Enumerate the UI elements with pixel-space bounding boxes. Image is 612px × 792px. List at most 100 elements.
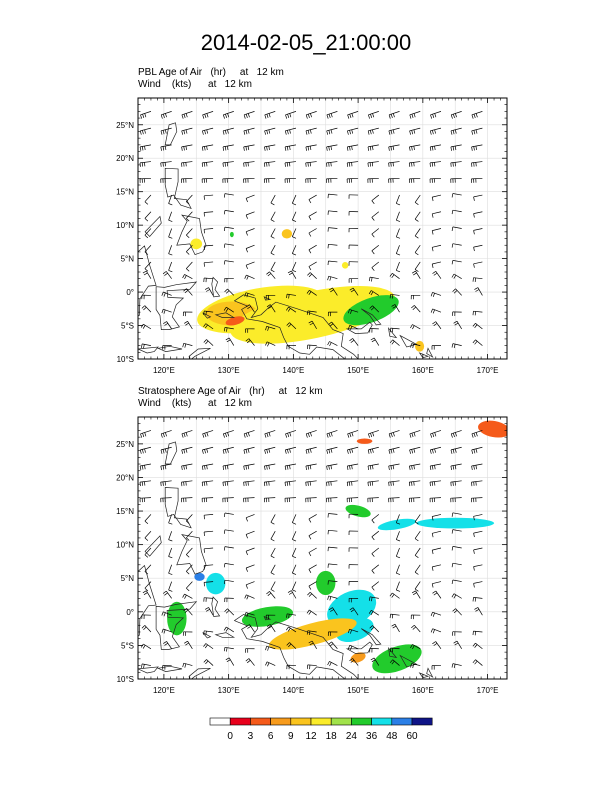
- wind-barb: [431, 244, 442, 252]
- wind-barb: [308, 261, 317, 271]
- wind-barb: [326, 446, 338, 454]
- wind-barb: [183, 288, 193, 296]
- wind-barb: [473, 547, 483, 554]
- y-tick-label: 20°N: [116, 473, 134, 482]
- wind-barb: [305, 497, 317, 503]
- wind-barb: [388, 446, 400, 454]
- coastline: [202, 312, 212, 319]
- wind-barb: [368, 430, 379, 438]
- wind-barb: [450, 446, 462, 454]
- wind-barb: [203, 323, 214, 330]
- wind-barb: [202, 430, 214, 438]
- wind-barb: [223, 512, 234, 518]
- wind-barb: [308, 244, 317, 254]
- wind-barb: [471, 111, 483, 119]
- wind-barb: [432, 590, 442, 599]
- wind-barb: [414, 531, 421, 542]
- wind-barb: [223, 260, 234, 265]
- wind-barb: [368, 596, 379, 602]
- wind-barb: [432, 321, 442, 330]
- wind-barb: [473, 530, 483, 538]
- wind-barb: [168, 245, 173, 256]
- wind-barb: [408, 177, 421, 183]
- wind-barb: [409, 446, 421, 454]
- age-region: [316, 570, 336, 596]
- wind-barb: [371, 564, 380, 574]
- wind-barb: [347, 127, 359, 135]
- wind-barb: [245, 211, 255, 219]
- wind-barb: [367, 446, 379, 454]
- wind-barb: [270, 514, 276, 525]
- wind-barb: [472, 642, 483, 650]
- wind-barb: [163, 321, 172, 330]
- wind-barb: [203, 630, 214, 636]
- age-region: [415, 340, 425, 352]
- wind-barb: [326, 177, 338, 183]
- coastline: [387, 326, 398, 339]
- wind-barb: [245, 648, 255, 653]
- wind-barb: [388, 161, 400, 167]
- colorbar-swatch: [391, 717, 413, 726]
- wind-barb: [389, 659, 400, 666]
- pbl-age-panel: 120°E 130°E 140°E 150°E 160°E 170°E 10°S 5°S 0° 5…: [116, 97, 508, 375]
- wind-barb: [286, 642, 297, 650]
- wind-barb: [308, 564, 317, 573]
- wind-barb: [140, 430, 152, 438]
- wind-barb: [367, 177, 379, 183]
- wind-barb: [245, 564, 255, 572]
- wind-barb: [429, 127, 442, 135]
- wind-barb: [223, 563, 234, 568]
- x-tick-label: 140°E: [282, 366, 304, 375]
- wind-barb: [162, 271, 172, 279]
- coastline: [233, 614, 359, 679]
- wind-barb: [473, 261, 483, 268]
- wind-barb: [243, 480, 255, 487]
- wind-barb: [471, 144, 483, 151]
- wind-barb: [388, 111, 400, 119]
- wind-barb: [245, 261, 255, 270]
- wind-barb: [224, 608, 235, 616]
- wind-barb: [139, 127, 152, 135]
- wind-barb: [265, 325, 276, 331]
- wind-barb: [184, 321, 193, 330]
- wind-barb: [431, 211, 442, 218]
- wind-barb: [326, 463, 338, 471]
- wind-barb: [348, 564, 359, 569]
- wind-barb: [203, 659, 214, 666]
- wind-barb: [389, 647, 400, 653]
- wind-barb: [201, 144, 214, 151]
- age-region: [241, 606, 294, 627]
- wind-barb: [414, 194, 421, 205]
- wind-barb: [245, 338, 255, 346]
- coastline: [164, 122, 178, 146]
- wind-barb: [291, 547, 297, 559]
- wind-barb: [347, 628, 359, 634]
- wind-barb: [474, 607, 483, 616]
- wind-barb: [472, 339, 483, 346]
- wind-barb: [284, 177, 296, 183]
- wind-barb: [367, 144, 379, 151]
- wind-barb: [141, 625, 152, 633]
- wind-barb: [327, 631, 338, 636]
- wind-barb: [270, 261, 276, 273]
- wind-barb: [245, 658, 255, 666]
- wind-barb: [139, 480, 151, 487]
- wind-barb: [371, 244, 380, 255]
- wind-barb: [243, 463, 255, 471]
- wind-barb: [451, 226, 462, 231]
- wind-barb: [395, 211, 401, 222]
- wind-barb: [431, 581, 442, 588]
- wind-barb: [389, 613, 400, 619]
- wind-barb: [243, 161, 255, 167]
- wind-barb: [162, 665, 172, 670]
- wind-barb: [202, 446, 214, 454]
- wind-barb: [368, 610, 380, 616]
- age-region: [281, 229, 293, 239]
- wind-barb: [431, 514, 442, 521]
- wind-barb: [327, 529, 338, 535]
- wind-barb: [224, 288, 235, 296]
- wind-barb: [201, 177, 214, 183]
- wind-barb: [327, 563, 338, 568]
- wind-barb: [265, 645, 276, 651]
